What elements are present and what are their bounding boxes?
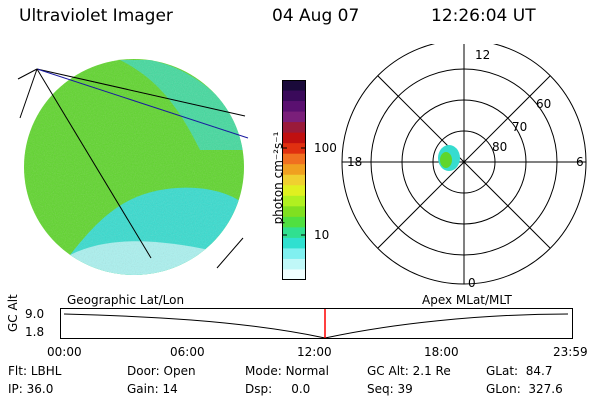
- colorbar-tick-10: 10: [314, 228, 330, 242]
- boundary-line-blue: [36, 68, 249, 139]
- info-glon: GLon: 327.6: [486, 382, 563, 396]
- colorbar-band: [282, 132, 306, 144]
- mlt-label-12: 12: [475, 48, 491, 62]
- colorbar-band: [282, 101, 306, 113]
- colorbar-band: [282, 195, 306, 207]
- info-seq: Seq: 39: [367, 382, 413, 396]
- colorbar-unit-label: photon cm⁻²s⁻¹: [271, 131, 285, 225]
- altitude-tick-9: 9.0: [25, 307, 45, 321]
- colorbar-band: [282, 80, 306, 92]
- earth-view: [17, 59, 249, 275]
- mlt-label-0: 0: [468, 276, 476, 290]
- x-tick-1200: 12:00: [297, 345, 332, 359]
- altitude-tick-1-8: 1.8: [25, 325, 45, 339]
- colorbar-band: [282, 185, 306, 197]
- x-tick-0600: 06:00: [170, 345, 205, 359]
- colorbar-band: [282, 153, 306, 165]
- x-tick-2359: 23:59: [553, 345, 588, 359]
- polar-emission-core: [440, 152, 452, 168]
- date-label: 04 Aug 07: [272, 6, 360, 26]
- colorbar-band: [282, 122, 306, 134]
- colorbar-band: [282, 174, 306, 186]
- info-gain: Gain: 14: [127, 382, 178, 396]
- info-mode: Mode: Normal: [245, 364, 329, 378]
- polar-plot-label: Apex MLat/MLT: [422, 293, 512, 307]
- colorbar-band: [282, 258, 306, 271]
- info-flt: Flt: LBHL: [8, 364, 62, 378]
- colorbar-band: [282, 237, 306, 250]
- colorbar-band: [282, 111, 306, 123]
- lat-label-80: 80: [492, 140, 508, 154]
- colorbar-band: [282, 269, 306, 280]
- colorbar-band: [282, 164, 306, 176]
- mlt-label-6: 6: [576, 155, 584, 169]
- colorbar-band: [282, 227, 306, 239]
- info-ip: IP: 36.0: [8, 382, 54, 396]
- lat-label-60: 60: [536, 97, 552, 111]
- x-tick-0000: 00:00: [47, 345, 82, 359]
- mlt-label-18: 18: [347, 155, 363, 169]
- info-door: Door: Open: [127, 364, 196, 378]
- window-title: Ultraviolet Imager: [19, 6, 173, 26]
- altitude-plot-frame: [60, 308, 573, 339]
- altitude-plot: [60, 308, 573, 339]
- altitude-axis-label: GC Alt: [6, 294, 20, 332]
- colorbar-band: [282, 216, 306, 228]
- colorbar-band: [282, 248, 306, 260]
- colorbar: [282, 80, 306, 280]
- boundary-line: [19, 68, 38, 119]
- info-glat: GLat: 84.7: [486, 364, 553, 378]
- info-dsp: Dsp: 0.0: [245, 382, 311, 396]
- lat-label-70: 70: [512, 120, 528, 134]
- x-tick-1800: 18:00: [424, 345, 459, 359]
- earth-view-label: Geographic Lat/Lon: [67, 293, 185, 307]
- info-gc-alt: GC Alt: 2.1 Re: [367, 364, 451, 378]
- altitude-curve: [63, 313, 569, 339]
- colorbar-band: [282, 90, 306, 102]
- polar-plot: [341, 44, 587, 285]
- time-label: 12:26:04 UT: [431, 6, 536, 26]
- boundary-line: [36, 68, 246, 117]
- colorbar-band: [282, 143, 306, 155]
- colorbar-band: [282, 206, 306, 218]
- colorbar-tick-100: 100: [314, 141, 337, 155]
- boundary-line: [36, 68, 152, 259]
